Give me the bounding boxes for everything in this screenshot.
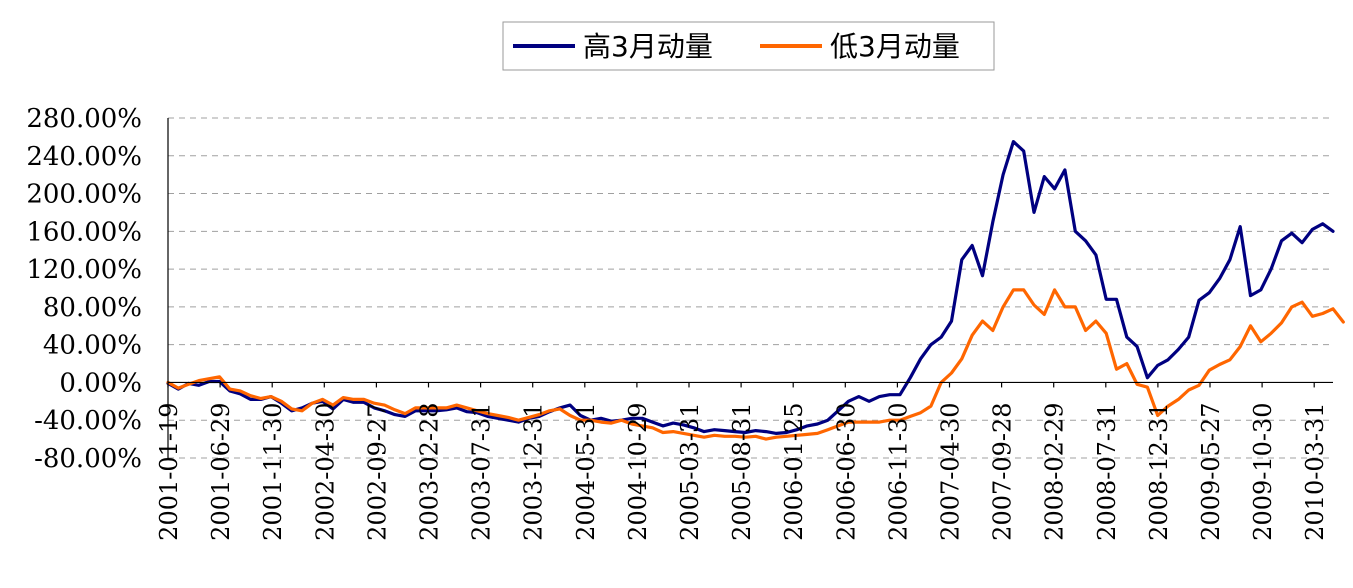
y-axis-tick-labels: 280.00% 240.00% 200.00% 160.00% 120.00% 80.00… xyxy=(26,104,142,474)
y-tick-label: 240.00% xyxy=(26,142,142,172)
x-tick-label: 2006-06-30 xyxy=(832,402,860,540)
y-tick-label: 200.00% xyxy=(26,180,142,210)
x-tick-label: 2006-01-25 xyxy=(780,402,808,540)
x-tick-label: 2008-12-31 xyxy=(1145,402,1173,540)
x-tick-label: 2009-05-27 xyxy=(1197,402,1225,540)
x-tick-label: 2008-02-29 xyxy=(1041,402,1069,540)
x-tick-label: 2004-10-29 xyxy=(624,402,652,540)
legend-label-high-momentum: 高3月动量 xyxy=(583,30,713,63)
y-tick-label: 80.00% xyxy=(43,293,142,323)
y-tick-label: 120.00% xyxy=(26,255,142,285)
y-tick-label: 0.00% xyxy=(59,368,142,398)
x-tick-label: 2001-11-30 xyxy=(259,402,287,540)
x-tick-label: 2001-01-19 xyxy=(155,402,183,540)
x-tick-label: 2001-06-29 xyxy=(207,402,235,540)
x-tick-label: 2006-11-30 xyxy=(884,402,912,540)
series-line-low-momentum xyxy=(166,288,1345,441)
y-tick-label: -40.00% xyxy=(34,406,142,436)
x-tick-label: 2007-04-30 xyxy=(937,402,965,540)
x-tick-label: 2008-07-31 xyxy=(1093,402,1121,540)
legend-box xyxy=(502,21,995,71)
x-tick-label: 2010-03-31 xyxy=(1301,402,1329,540)
x-tick-label: 2002-04-30 xyxy=(311,402,339,540)
y-tick-label: 160.00% xyxy=(26,217,142,247)
x-axis-tick-labels: 2001-01-19 2001-06-29 2001-11-30 2002-04-30… xyxy=(155,402,1329,540)
x-tick-label: 2004-05-31 xyxy=(572,402,600,540)
axes xyxy=(167,118,1333,458)
y-tick-label: 280.00% xyxy=(26,104,142,134)
x-tick-label: 2005-08-31 xyxy=(728,402,756,540)
y-tick-label: -80.00% xyxy=(34,444,142,474)
series-line-high-momentum xyxy=(166,140,1335,435)
gridlines xyxy=(168,117,1333,459)
x-tick-label: 2003-02-28 xyxy=(416,402,444,540)
x-tick-label: 2002-09-27 xyxy=(363,402,391,540)
series-lines xyxy=(166,140,1345,441)
x-tick-label: 2007-09-28 xyxy=(989,402,1017,540)
x-tick-label: 2005-03-31 xyxy=(676,402,704,540)
y-tick-label: 40.00% xyxy=(43,331,142,361)
chart-legend: 高3月动量 低3月动量 xyxy=(502,21,995,71)
legend-label-low-momentum: 低3月动量 xyxy=(830,30,960,63)
x-tick-label: 2009-10-30 xyxy=(1249,402,1277,540)
x-tick-label: 2003-07-31 xyxy=(468,402,496,540)
x-tick-label: 2003-12-31 xyxy=(520,402,548,540)
